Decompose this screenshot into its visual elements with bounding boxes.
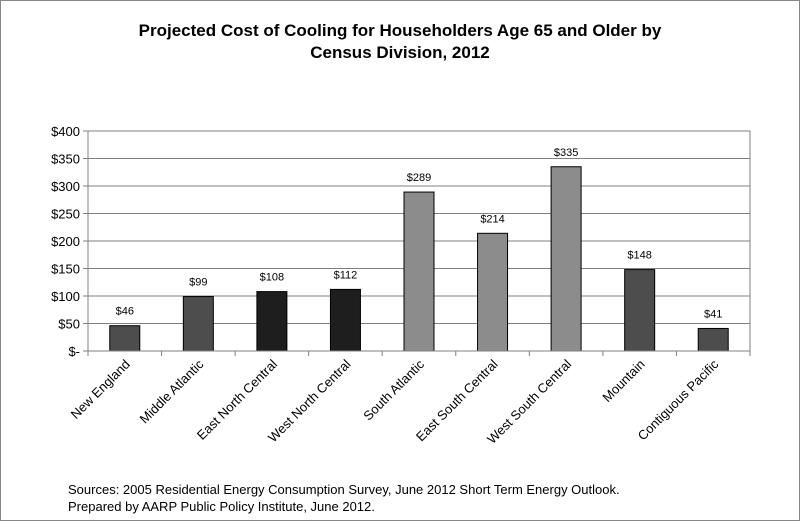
x-tick-label: East South Central: [413, 356, 501, 444]
chart-title-line-1: Projected Cost of Cooling for Householde…: [138, 21, 662, 40]
bar: [477, 232, 509, 352]
chart-title: Projected Cost of Cooling for Householde…: [0, 20, 800, 64]
x-tick-label: West North Central: [265, 356, 354, 445]
x-tick-label: Mountain: [599, 357, 647, 405]
bar: [697, 327, 729, 352]
bar: [550, 166, 582, 352]
bars: [109, 166, 729, 352]
y-tick-label: $300: [51, 179, 80, 194]
x-tick-label: Contiguous Pacific: [635, 356, 722, 443]
data-label: $214: [480, 213, 504, 225]
bar: [624, 269, 656, 352]
bar: [109, 325, 141, 352]
source-line-1: Sources: 2005 Residential Energy Consump…: [68, 482, 620, 497]
y-tick-label: $400: [51, 124, 80, 139]
y-tick-label: $150: [51, 262, 80, 277]
data-labels: $46 $99 $108 $112 $289 $214 $335 $148 $41: [116, 147, 723, 321]
bar: [403, 191, 435, 352]
data-label: $289: [407, 172, 431, 184]
y-tick-label: $350: [51, 152, 80, 167]
bar: [256, 291, 288, 352]
data-label: $46: [116, 306, 134, 318]
y-axis-ticks: $- $50 $100 $150 $200 $250 $300 $350 $400: [51, 124, 88, 359]
data-label: $112: [334, 269, 358, 281]
data-label: $108: [260, 272, 284, 284]
data-label: $41: [704, 308, 722, 320]
y-tick-label: $100: [51, 289, 80, 304]
data-label: $335: [554, 147, 578, 159]
plot-area-border: [87, 130, 751, 352]
bar: [182, 296, 214, 352]
bar: [329, 288, 361, 352]
chart-title-line-2: Census Division, 2012: [310, 43, 490, 62]
x-tick-label: East North Central: [194, 356, 280, 442]
source-note: Sources: 2005 Residential Energy Consump…: [68, 481, 620, 515]
source-line-2: Prepared by AARP Public Policy Institute…: [68, 499, 375, 514]
data-label: $99: [189, 277, 207, 289]
y-tick-label: $-: [68, 344, 80, 359]
data-label: $148: [627, 250, 651, 262]
y-tick-label: $250: [51, 207, 80, 222]
x-tick-label: Middle Atlantic: [137, 356, 207, 426]
y-tick-label: $50: [58, 317, 80, 332]
y-tick-label: $200: [51, 234, 80, 249]
x-tick-label: South Atlantic: [360, 356, 427, 423]
x-tick-label: New England: [68, 357, 133, 422]
